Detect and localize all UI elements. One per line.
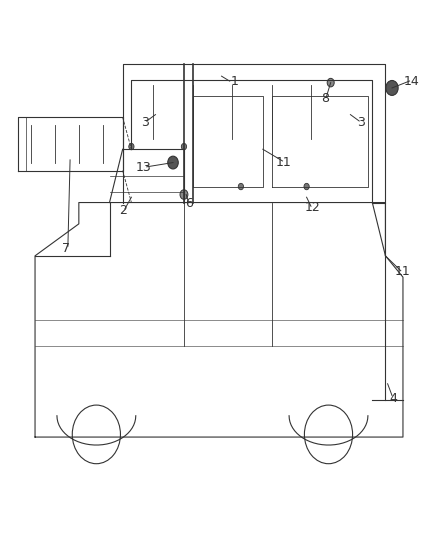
Text: 14: 14	[404, 75, 420, 87]
Circle shape	[168, 156, 178, 169]
Circle shape	[180, 190, 188, 199]
Circle shape	[304, 183, 309, 190]
Text: 6: 6	[185, 197, 193, 209]
Text: 11: 11	[394, 265, 410, 278]
Text: 8: 8	[321, 92, 329, 105]
Circle shape	[386, 80, 398, 95]
Circle shape	[129, 143, 134, 150]
Circle shape	[327, 78, 334, 87]
Text: 2: 2	[119, 204, 127, 217]
Text: 3: 3	[357, 116, 365, 129]
Text: 1: 1	[230, 75, 238, 87]
Text: 3: 3	[141, 116, 148, 129]
Text: 13: 13	[136, 161, 152, 174]
Text: 11: 11	[276, 156, 292, 169]
Text: 7: 7	[62, 243, 70, 255]
Circle shape	[238, 183, 244, 190]
Text: 4: 4	[389, 392, 397, 405]
Circle shape	[181, 143, 187, 150]
Text: 12: 12	[304, 201, 320, 214]
